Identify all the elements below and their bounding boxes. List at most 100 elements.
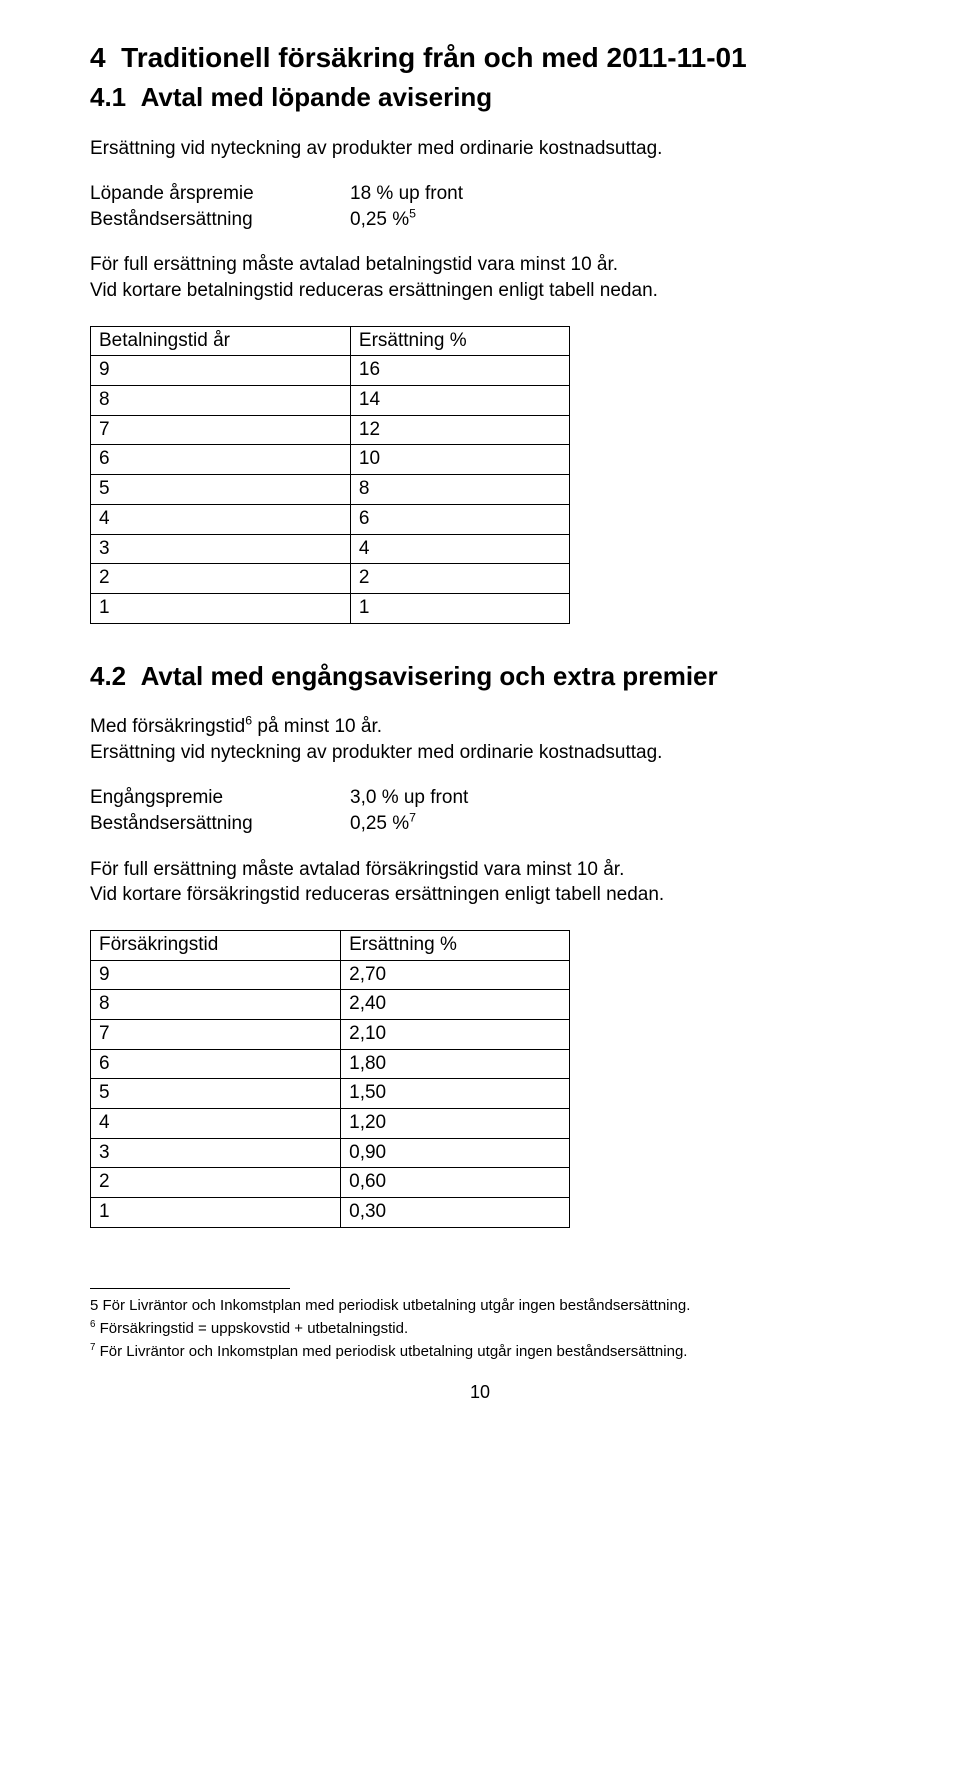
table-cell: 1,20 bbox=[341, 1109, 570, 1139]
table-cell: 4 bbox=[350, 534, 569, 564]
heading-level-2: 4.2 Avtal med engångsavisering och extra… bbox=[90, 660, 870, 693]
subheading-text: Avtal med engångsavisering och extra pre… bbox=[141, 661, 718, 691]
table-cell: 1,50 bbox=[341, 1079, 570, 1109]
footnote-ref: 5 bbox=[409, 206, 416, 220]
table-header-cell: Betalningstid år bbox=[91, 326, 351, 356]
table-row: 46 bbox=[91, 504, 570, 534]
table-cell: 8 bbox=[350, 475, 569, 505]
table-row: 10,30 bbox=[91, 1198, 570, 1228]
table-cell: 8 bbox=[91, 386, 351, 416]
compensation-table: Försäkringstid Ersättning % 92,7082,4072… bbox=[90, 930, 570, 1228]
table-cell: 1 bbox=[350, 593, 569, 623]
table-row: 82,40 bbox=[91, 990, 570, 1020]
table-cell: 4 bbox=[91, 1109, 341, 1139]
table-cell: 6 bbox=[91, 1049, 341, 1079]
table-cell: 8 bbox=[91, 990, 341, 1020]
table-cell: 2,40 bbox=[341, 990, 570, 1020]
footnote: 7 För Livräntor och Inkomstplan med peri… bbox=[90, 1341, 870, 1362]
table-cell: 5 bbox=[91, 475, 351, 505]
table-row: 61,80 bbox=[91, 1049, 570, 1079]
table-cell: 3 bbox=[91, 1138, 341, 1168]
premium-row: Engångspremie 3,0 % up front bbox=[90, 785, 870, 811]
table-row: 72,10 bbox=[91, 1019, 570, 1049]
compensation-table: Betalningstid år Ersättning % 9168147126… bbox=[90, 326, 570, 624]
footnote-ref: 7 bbox=[409, 811, 416, 825]
table-cell: 2,10 bbox=[341, 1019, 570, 1049]
table-cell: 2 bbox=[350, 564, 569, 594]
rule-paragraph: För full ersättning måste avtalad betaln… bbox=[90, 252, 870, 278]
table-body-41: 9168147126105846342211 bbox=[91, 356, 570, 623]
table-row: 712 bbox=[91, 415, 570, 445]
rule-paragraph: Vid kortare betalningstid reduceras ersä… bbox=[90, 278, 870, 304]
premium-list: Löpande årspremie 18 % up front Bestånds… bbox=[90, 181, 870, 232]
footnote-separator bbox=[90, 1288, 290, 1289]
premium-label: Beståndsersättning bbox=[90, 811, 350, 837]
subheading-number: 4.2 bbox=[90, 661, 126, 691]
table-row: 814 bbox=[91, 386, 570, 416]
table-cell: 2 bbox=[91, 1168, 341, 1198]
table-cell: 12 bbox=[350, 415, 569, 445]
table-row: 34 bbox=[91, 534, 570, 564]
table-row: 41,20 bbox=[91, 1109, 570, 1139]
table-cell: 14 bbox=[350, 386, 569, 416]
page-number: 10 bbox=[90, 1382, 870, 1403]
premium-label: Beståndsersättning bbox=[90, 207, 350, 233]
table-cell: 1 bbox=[91, 1198, 341, 1228]
table-header-cell: Ersättning % bbox=[341, 930, 570, 960]
table-cell: 2 bbox=[91, 564, 351, 594]
footnote: 5 För Livräntor och Inkomstplan med peri… bbox=[90, 1295, 870, 1316]
table-row: 916 bbox=[91, 356, 570, 386]
table-cell: 3 bbox=[91, 534, 351, 564]
table-cell: 6 bbox=[91, 445, 351, 475]
intro-paragraph: Ersättning vid nyteckning av produkter m… bbox=[90, 740, 870, 766]
table-cell: 0,30 bbox=[341, 1198, 570, 1228]
table-cell: 7 bbox=[91, 1019, 341, 1049]
intro-paragraph: Med försäkringstid6 på minst 10 år. bbox=[90, 714, 870, 740]
table-cell: 2,70 bbox=[341, 960, 570, 990]
table-row: 58 bbox=[91, 475, 570, 505]
premium-row: Beståndsersättning 0,25 %7 bbox=[90, 811, 870, 837]
table-header-cell: Försäkringstid bbox=[91, 930, 341, 960]
table-body-42: 92,7082,4072,1061,8051,5041,2030,9020,60… bbox=[91, 960, 570, 1227]
premium-list: Engångspremie 3,0 % up front Beståndsers… bbox=[90, 785, 870, 836]
table-cell: 4 bbox=[91, 504, 351, 534]
table-row: 92,70 bbox=[91, 960, 570, 990]
table-cell: 1 bbox=[91, 593, 351, 623]
table-cell: 0,90 bbox=[341, 1138, 570, 1168]
heading-text: Traditionell försäkring från och med 201… bbox=[121, 42, 747, 73]
table-header-row: Försäkringstid Ersättning % bbox=[91, 930, 570, 960]
rule-paragraph: Vid kortare försäkringstid reduceras ers… bbox=[90, 882, 870, 908]
heading-level-1: 4 Traditionell försäkring från och med 2… bbox=[90, 40, 870, 75]
table-row: 22 bbox=[91, 564, 570, 594]
rule-paragraph: För full ersättning måste avtalad försäk… bbox=[90, 857, 870, 883]
table-row: 610 bbox=[91, 445, 570, 475]
table-row: 11 bbox=[91, 593, 570, 623]
heading-number: 4 bbox=[90, 42, 106, 73]
subheading-text: Avtal med löpande avisering bbox=[141, 82, 493, 112]
document-page: 4 Traditionell försäkring från och med 2… bbox=[0, 0, 960, 1443]
table-cell: 10 bbox=[350, 445, 569, 475]
footnote: 6 Försäkringstid = uppskovstid + utbetal… bbox=[90, 1318, 870, 1339]
premium-value: 0,25 %5 bbox=[350, 207, 416, 233]
table-cell: 6 bbox=[350, 504, 569, 534]
premium-label: Löpande årspremie bbox=[90, 181, 350, 207]
premium-value: 0,25 %7 bbox=[350, 811, 416, 837]
table-row: 51,50 bbox=[91, 1079, 570, 1109]
table-header-row: Betalningstid år Ersättning % bbox=[91, 326, 570, 356]
premium-label: Engångspremie bbox=[90, 785, 350, 811]
table-cell: 1,80 bbox=[341, 1049, 570, 1079]
subheading-number: 4.1 bbox=[90, 82, 126, 112]
table-cell: 0,60 bbox=[341, 1168, 570, 1198]
intro-paragraph: Ersättning vid nyteckning av produkter m… bbox=[90, 136, 870, 162]
premium-value: 3,0 % up front bbox=[350, 785, 468, 811]
table-row: 30,90 bbox=[91, 1138, 570, 1168]
table-cell: 9 bbox=[91, 356, 351, 386]
table-cell: 16 bbox=[350, 356, 569, 386]
table-cell: 7 bbox=[91, 415, 351, 445]
table-header-cell: Ersättning % bbox=[350, 326, 569, 356]
table-cell: 9 bbox=[91, 960, 341, 990]
premium-value: 18 % up front bbox=[350, 181, 463, 207]
table-cell: 5 bbox=[91, 1079, 341, 1109]
table-row: 20,60 bbox=[91, 1168, 570, 1198]
heading-level-2: 4.1 Avtal med löpande avisering bbox=[90, 81, 870, 114]
